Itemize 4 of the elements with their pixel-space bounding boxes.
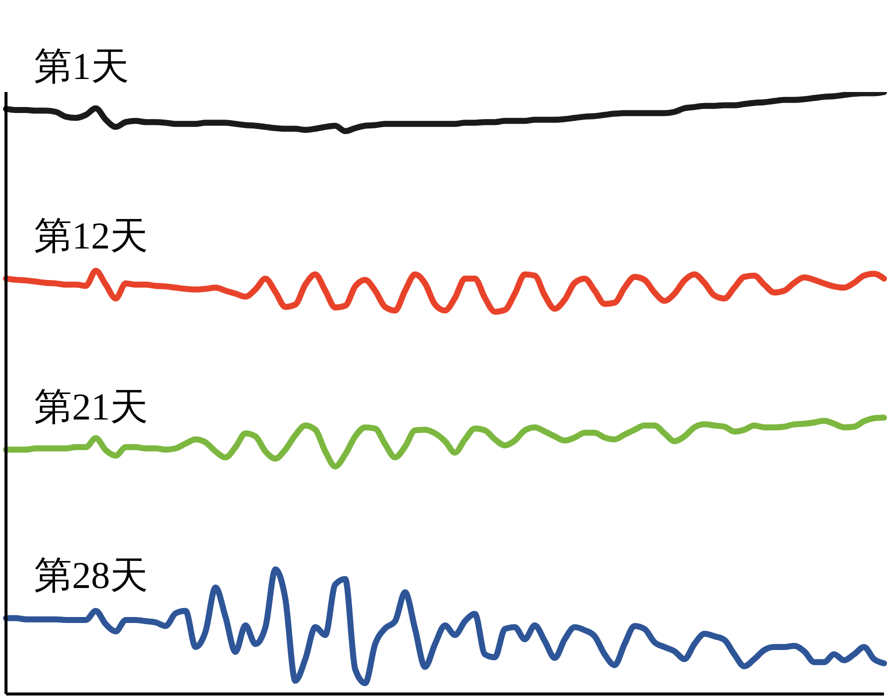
series-label: 第1天 — [34, 46, 129, 88]
series-label: 第28天 — [34, 555, 148, 598]
series-label: 第21天 — [34, 386, 148, 429]
series-label: 第12天 — [34, 216, 148, 258]
